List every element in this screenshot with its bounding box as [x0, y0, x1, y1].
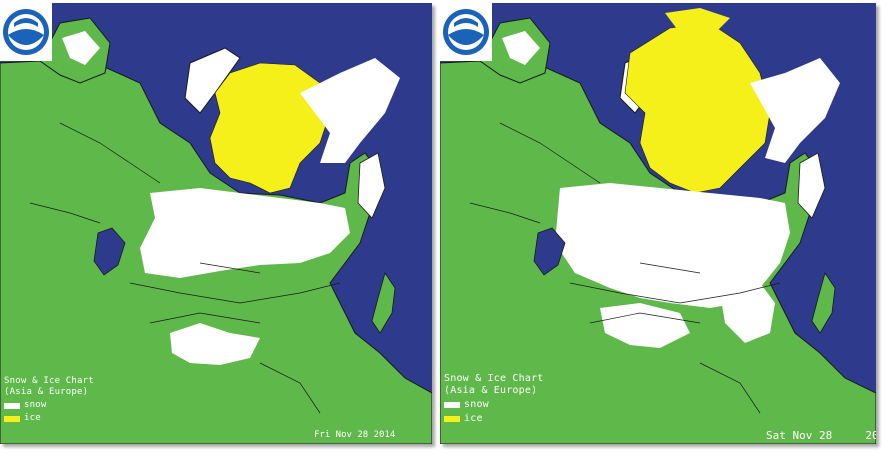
legend-title-line2: (Asia & Europe) — [4, 387, 89, 397]
legend-label-snow: snow — [464, 399, 489, 410]
snow-swatch — [444, 402, 460, 408]
snow-scandinavia — [502, 31, 540, 65]
snow-siberia — [140, 188, 350, 278]
date-label-2015: Sat Nov 28 2015 — [766, 429, 876, 442]
legend-title-line1: Snow & Ice Chart — [444, 373, 544, 384]
ice-kara — [665, 8, 730, 33]
snow-manchuria — [720, 283, 775, 343]
legend-item-snow: snow — [4, 400, 94, 411]
legend-label-ice: ice — [24, 413, 41, 423]
land-kamchatka — [357, 152, 386, 219]
ice-swatch — [4, 415, 20, 422]
legend-2014: Snow & Ice Chart (Asia & Europe) snow ic… — [4, 376, 94, 424]
land-north-asia-white — [750, 58, 840, 163]
snow-swatch — [4, 402, 20, 409]
land-kamchatka — [797, 152, 826, 219]
map-graphic-2015 — [440, 3, 876, 444]
caspian-sea — [93, 227, 126, 276]
snow-ice-map-2015: Snow & Ice Chart (Asia & Europe) snow ic… — [440, 3, 876, 444]
snow-ice-map-2014: Snow & Ice Chart (Asia & Europe) snow ic… — [0, 3, 432, 444]
noaa-logo-icon — [3, 9, 49, 55]
ice-arctic — [209, 62, 331, 194]
snow-scandinavia — [62, 31, 100, 65]
map-graphic-2014 — [0, 3, 432, 444]
snow-tibet — [600, 303, 690, 348]
snow-tibet — [170, 323, 260, 365]
country-borders — [29, 122, 341, 414]
legend-item-ice: ice — [4, 413, 94, 424]
noaa-logo — [440, 3, 492, 61]
legend-item-snow: snow — [444, 399, 544, 411]
caspian-sea — [533, 227, 566, 276]
legend-title-line2: (Asia & Europe) — [444, 385, 538, 396]
ice-arctic — [624, 22, 771, 194]
country-borders — [469, 122, 781, 414]
legend-label-ice: ice — [464, 413, 483, 424]
ice-swatch — [444, 416, 460, 422]
legend-title-line1: Snow & Ice Chart — [4, 376, 94, 386]
snow-siberia — [555, 183, 790, 308]
noaa-logo — [0, 3, 52, 61]
land-japan — [371, 272, 396, 334]
date-label-2014: Fri Nov 28 2014 — [314, 430, 396, 440]
legend-label-snow: snow — [24, 400, 47, 410]
land-north-asia-white — [300, 58, 400, 163]
noaa-logo-icon — [443, 9, 489, 55]
legend-item-ice: ice — [444, 413, 544, 425]
legend-2015: Snow & Ice Chart (Asia & Europe) snow ic… — [444, 373, 544, 425]
land-japan — [811, 272, 836, 334]
